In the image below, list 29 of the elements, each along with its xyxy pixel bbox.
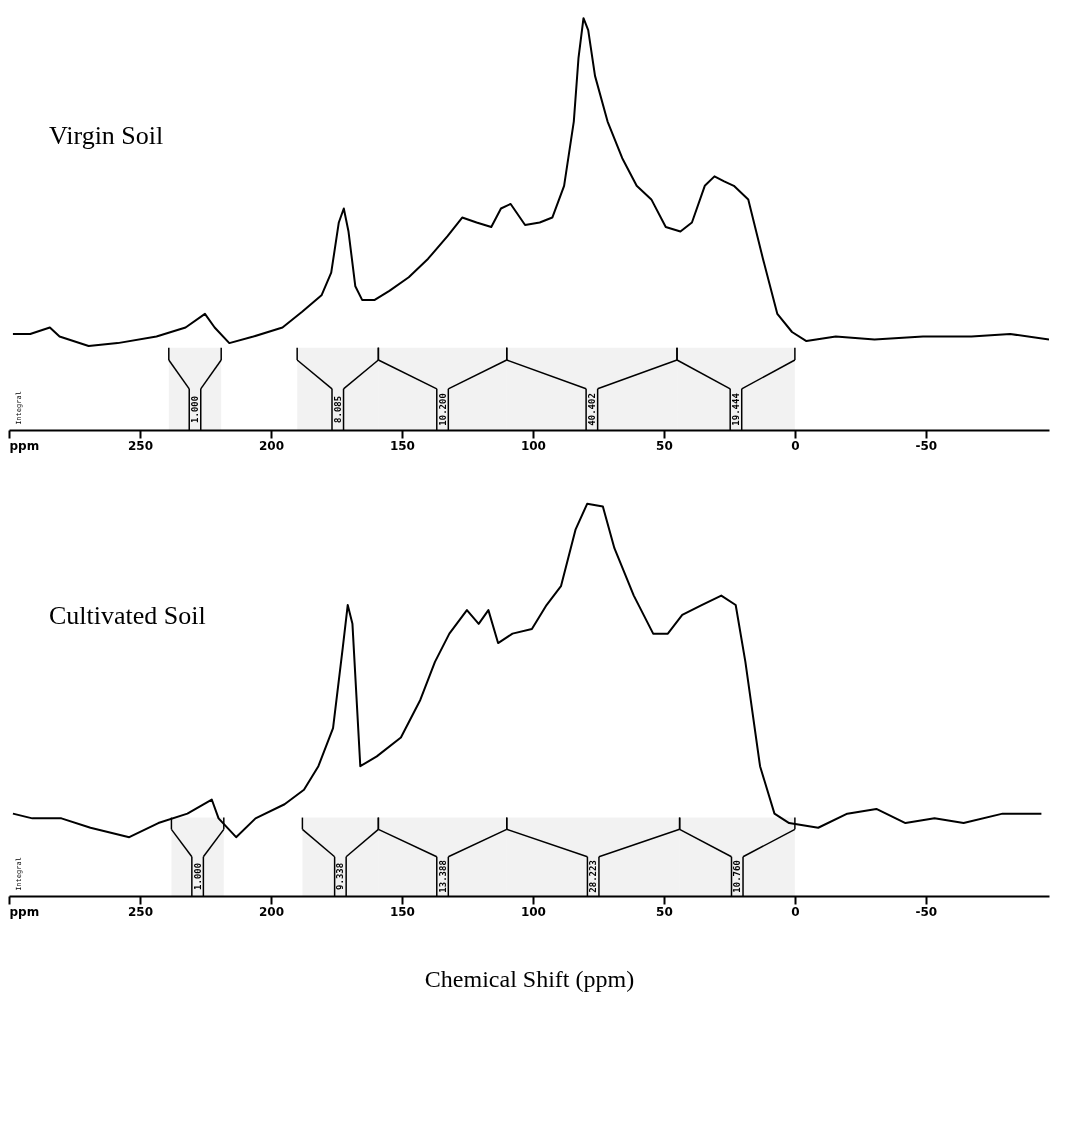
x-tick-label: ppm	[9, 904, 40, 919]
band-label: 1.000	[189, 395, 200, 423]
text: Cultivated Soil	[49, 601, 206, 630]
band-label: 28.223	[588, 860, 599, 893]
x-tick-label: 200	[258, 904, 284, 919]
x-tick-label: 150	[389, 904, 415, 919]
text: Virgin Soil	[49, 121, 164, 150]
band-label: 40.402	[586, 393, 597, 426]
x-tick-label: 50	[656, 438, 673, 453]
x-tick-label: 150	[389, 438, 415, 453]
x-axis-title: Chemical Shift (ppm)	[424, 965, 635, 992]
x-tick-label: 250	[127, 904, 154, 919]
x-tick-label: 0	[791, 438, 800, 453]
band-label: 1.000	[192, 862, 203, 890]
band-label: 13.388	[437, 860, 448, 893]
x-tick-label: 100	[520, 904, 546, 919]
x-tick-label: 0	[791, 904, 800, 919]
x-tick-label: -50	[915, 904, 938, 919]
x-tick-label: 200	[258, 438, 284, 453]
x-tick-label: 100	[520, 438, 546, 453]
x-tick-label: ppm	[9, 438, 40, 453]
x-tick-label: -50	[915, 438, 938, 453]
band-label: 10.760	[732, 860, 743, 893]
x-tick-label: 250	[127, 438, 154, 453]
band-label: 8.085	[332, 395, 343, 423]
band-label: 19.444	[730, 392, 741, 426]
band-label: 9.338	[335, 862, 346, 890]
x-tick-label: 50	[656, 904, 673, 919]
band-label: 10.200	[437, 393, 448, 426]
